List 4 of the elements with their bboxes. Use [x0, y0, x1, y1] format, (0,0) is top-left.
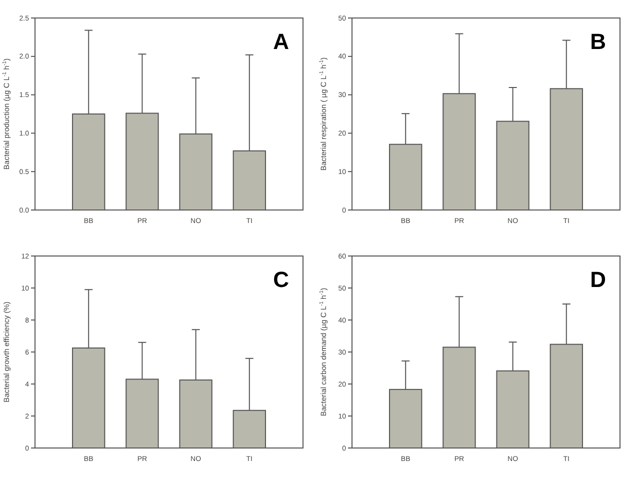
annotation: B: [590, 29, 606, 54]
annotation: C: [273, 267, 290, 292]
annotation: A: [273, 29, 290, 54]
annotation: D: [590, 267, 606, 292]
